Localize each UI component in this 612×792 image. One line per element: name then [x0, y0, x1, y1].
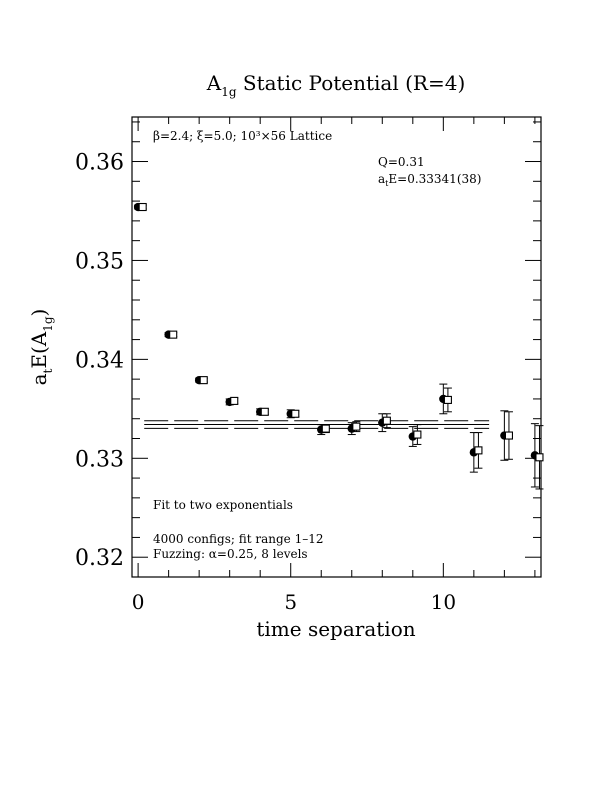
fit-method-annotation: Fit to two exponentials [153, 498, 293, 512]
data-points [133, 202, 544, 490]
axes: 0 5 10 0.32 0.33 0.34 0.35 0.36 [75, 117, 541, 614]
energy-annotation: atE=0.33341(38) [378, 172, 481, 188]
data-point-square [169, 330, 178, 339]
data-point-square [474, 446, 483, 455]
y-axis-label: atE(A1g) [27, 309, 55, 386]
y-tick-label: 0.36 [75, 151, 124, 176]
data-point-square [443, 395, 452, 404]
data-point-square [413, 430, 422, 439]
y-tick-label: 0.35 [75, 249, 124, 274]
data-point-square [504, 431, 514, 440]
chart-title: A1g Static Potential (R=4) [206, 71, 466, 99]
data-point-square [291, 409, 300, 418]
data-point-square [199, 376, 208, 385]
x-tick-label: 10 [431, 590, 456, 614]
x-tick-label: 0 [132, 590, 145, 614]
data-point-square [352, 422, 361, 431]
y-tick-label: 0.32 [75, 546, 124, 571]
q-annotation: Q=0.31 [378, 155, 425, 169]
data-point-square [260, 407, 269, 416]
x-axis-label: time separation [256, 617, 415, 641]
fit-band [144, 420, 490, 429]
configs-annotation: 4000 configs; fit range 1–12 [153, 532, 324, 546]
data-point-square [535, 453, 544, 462]
y-tick-label: 0.34 [75, 348, 124, 373]
x-tick-label: 5 [284, 590, 297, 614]
data-point-square [230, 396, 239, 405]
fuzzing-annotation: Fuzzing: α=0.25, 8 levels [153, 547, 308, 561]
data-point-square [382, 416, 391, 425]
data-point-square [321, 424, 330, 433]
data-point-square [138, 202, 147, 212]
params-annotation: β=2.4; ξ=5.0; 10³×56 Lattice [153, 129, 332, 143]
y-tick-label: 0.33 [75, 447, 124, 472]
plot-frame [131, 116, 542, 578]
